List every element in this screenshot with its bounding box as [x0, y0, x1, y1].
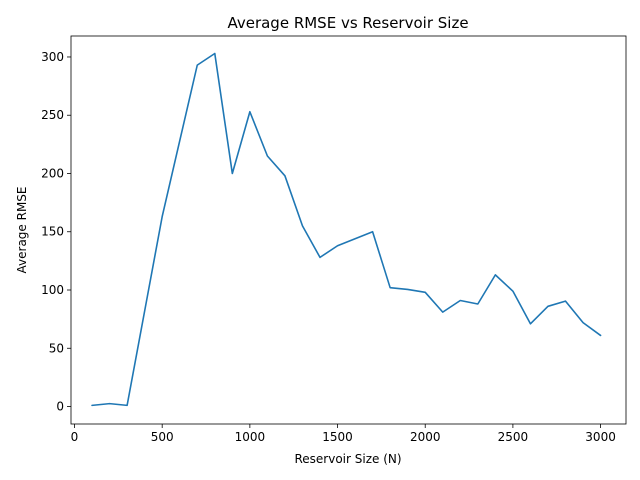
- x-axis: 0 500 1000 1500 2000 2500 3000: [71, 424, 616, 444]
- y-tick-label: 100: [41, 283, 64, 297]
- y-axis: 0 50 100 150 200 250 300: [41, 50, 71, 414]
- plot-frame: [70, 35, 627, 425]
- x-tick-label: 500: [151, 430, 174, 444]
- x-tick-label: 2500: [498, 430, 529, 444]
- y-axis-label: Average RMSE: [15, 187, 29, 274]
- y-tick-label: 300: [41, 50, 64, 64]
- x-tick-label: 0: [71, 430, 79, 444]
- x-axis-label: Reservoir Size (N): [294, 452, 401, 466]
- y-tick-label: 150: [41, 225, 64, 239]
- y-tick-label: 250: [41, 108, 64, 122]
- x-tick-label: 1500: [322, 430, 353, 444]
- y-tick-label: 50: [49, 341, 64, 355]
- x-tick-label: 3000: [585, 430, 616, 444]
- series-line: [91, 52, 602, 407]
- plot-area: [70, 35, 627, 425]
- x-tick-label: 1000: [235, 430, 266, 444]
- y-tick-label: 200: [41, 166, 64, 180]
- x-tick-label: 2000: [410, 430, 441, 444]
- y-tick-label: 0: [56, 400, 64, 414]
- chart-title: Average RMSE vs Reservoir Size: [227, 14, 468, 32]
